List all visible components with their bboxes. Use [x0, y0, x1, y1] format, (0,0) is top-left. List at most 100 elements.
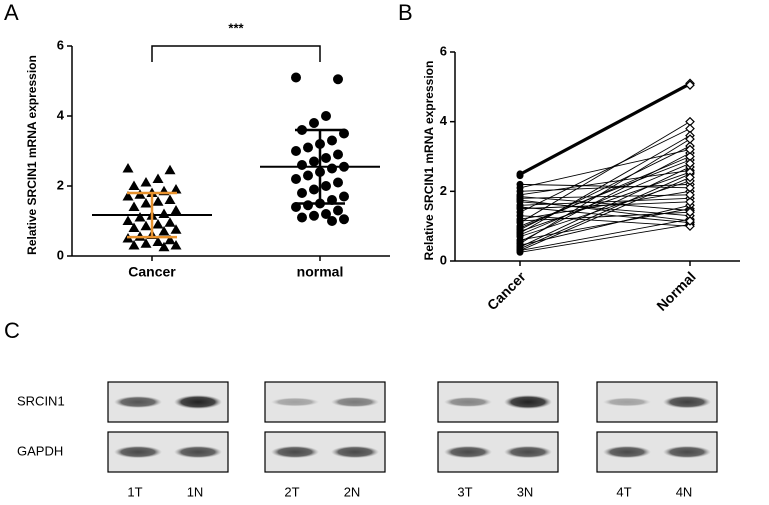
pair-line	[519, 159, 691, 227]
blot-band	[663, 395, 711, 409]
y-tick-label: 0	[440, 252, 447, 267]
point	[685, 80, 695, 90]
point	[339, 214, 349, 225]
point	[333, 177, 343, 188]
point	[170, 205, 182, 215]
pair-line	[519, 149, 691, 189]
pair-line	[519, 223, 691, 253]
point	[685, 158, 695, 169]
point	[327, 163, 337, 174]
point	[140, 177, 152, 187]
pair-line	[519, 128, 691, 213]
panel-label: B	[398, 0, 413, 25]
point	[516, 184, 524, 192]
point	[516, 194, 524, 202]
point	[297, 188, 307, 198]
point	[291, 146, 301, 156]
point	[291, 174, 301, 184]
blot-band	[603, 397, 651, 407]
pair-line	[519, 173, 691, 250]
y-axis-label: Relative SRCIN1 mRNA expression	[422, 61, 436, 261]
point	[164, 194, 176, 204]
point	[158, 241, 170, 252]
point	[516, 217, 524, 225]
pair-line	[519, 121, 691, 224]
blot-band	[174, 395, 222, 409]
point	[303, 142, 313, 153]
lane-label: 4N	[676, 484, 693, 499]
point	[170, 240, 182, 250]
blot-band	[504, 395, 552, 409]
pair-line	[519, 166, 691, 248]
lane-label: 3T	[457, 484, 472, 499]
point	[321, 111, 331, 121]
x-tick-label: normal	[297, 264, 344, 280]
point	[128, 222, 140, 232]
blot-band	[331, 396, 379, 408]
point	[327, 216, 337, 226]
point	[170, 224, 182, 234]
point	[303, 200, 313, 211]
point	[134, 212, 146, 222]
point	[685, 216, 695, 226]
point	[321, 181, 331, 191]
row-label: GAPDH	[17, 443, 63, 458]
y-tick-label: 4	[440, 113, 448, 128]
blot-band	[174, 445, 222, 459]
point	[140, 198, 152, 208]
pair-line	[519, 211, 691, 222]
blot-band	[114, 396, 162, 408]
point	[516, 240, 524, 248]
y-axis-label: Relative SRCIN1 mRNA expression	[25, 55, 39, 255]
point	[152, 196, 164, 206]
point	[309, 156, 319, 167]
point	[685, 221, 695, 232]
point	[321, 153, 331, 163]
row-label: SRCIN1	[17, 393, 65, 408]
point	[333, 74, 343, 85]
pair-line	[519, 201, 691, 210]
pair-line	[519, 183, 691, 189]
pair-line	[519, 169, 691, 196]
pair-line	[519, 163, 691, 236]
blot-band	[444, 445, 492, 459]
y-tick-label: 0	[57, 247, 64, 262]
point	[152, 236, 164, 246]
blot-band	[271, 397, 319, 407]
pair-line	[519, 215, 691, 227]
y-tick-label: 2	[57, 177, 64, 192]
y-tick-label: 2	[440, 183, 447, 198]
lane-label: 4T	[616, 484, 631, 499]
pair-line	[519, 199, 691, 222]
point	[321, 209, 331, 219]
point	[516, 205, 524, 213]
y-tick-label: 6	[57, 37, 64, 52]
point	[158, 208, 170, 218]
point	[152, 219, 164, 229]
point	[333, 205, 343, 216]
point	[309, 184, 319, 195]
blot-band	[603, 445, 651, 459]
point	[128, 180, 140, 190]
point	[516, 247, 524, 255]
annotation: ***	[228, 20, 244, 35]
point	[128, 240, 140, 250]
point	[128, 201, 140, 211]
pair-line	[519, 138, 691, 244]
pair-line	[519, 152, 691, 243]
x-tick-label: Normal	[653, 268, 698, 313]
point	[297, 160, 307, 170]
lane-label: 3N	[517, 484, 534, 499]
panel-label: C	[4, 318, 20, 343]
blot-band	[663, 445, 711, 459]
point	[297, 212, 307, 223]
pair-line	[519, 196, 691, 211]
point	[685, 196, 695, 207]
point	[685, 172, 695, 183]
x-tick-label: Cancer	[484, 268, 529, 313]
point	[140, 238, 152, 248]
pair-line	[519, 84, 691, 177]
point	[164, 164, 176, 175]
blot-band	[504, 445, 552, 459]
